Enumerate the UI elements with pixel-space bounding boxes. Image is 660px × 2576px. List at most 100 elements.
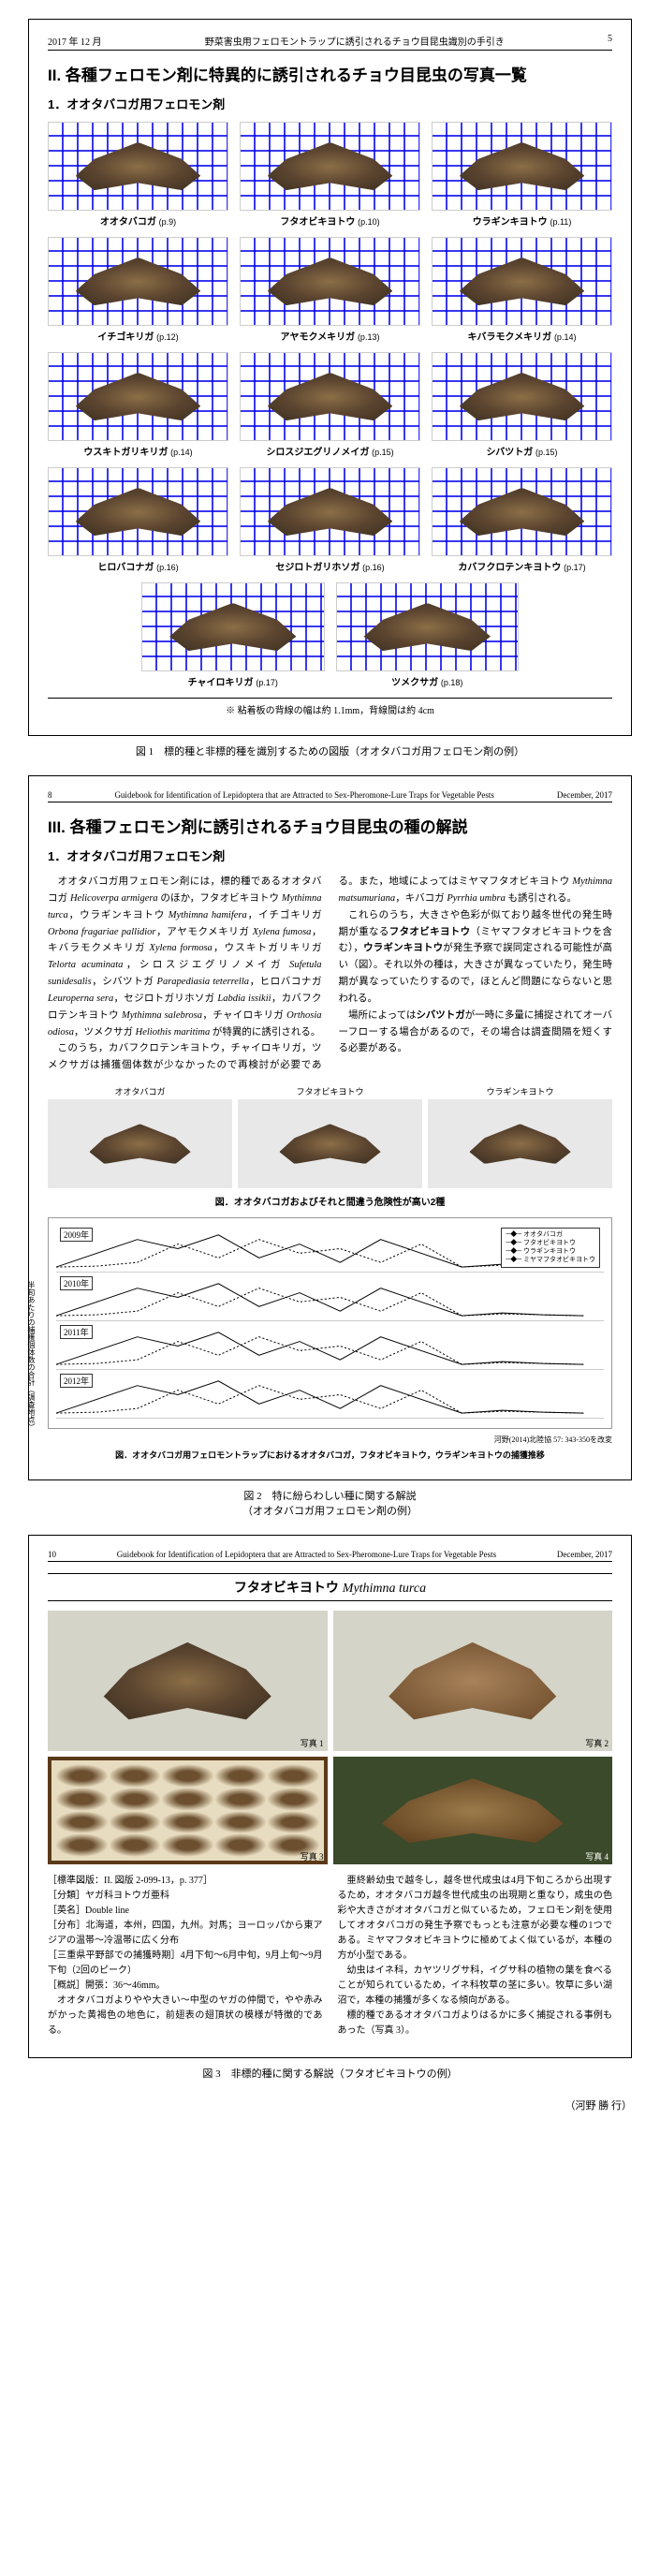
header-date: December, 2017	[557, 790, 612, 800]
line-chart-svg	[56, 1274, 604, 1320]
moth-cell: カバフクロテンキヨトウ (p.17)	[432, 467, 612, 573]
moth-label: ヒロバコナガ (p.16)	[48, 559, 228, 573]
line-chart-svg	[56, 1372, 604, 1418]
moth-image	[240, 352, 420, 441]
moth-label: キバラモクメキリガ (p.14)	[432, 329, 612, 343]
chart-legend: ─◆─ オオタバコガ─◆─ フタオビキヨトウ─◆─ ウラギンキヨトウ─◆─ ミヤ…	[501, 1228, 600, 1267]
page-1-header: 2017 年 12 月 野菜害虫用フェロモントラップに誘引されるチョウ目昆虫識別…	[48, 34, 612, 51]
comparison-label: フタオビキヨトウ	[238, 1085, 422, 1097]
species-meta-line: ［英名］Double line	[48, 1904, 323, 1919]
species-body-paragraph: 幼虫はイネ科，カヤツリグサ科，イグサ科の植物の葉を食べることが知られているため，…	[338, 1964, 613, 2009]
species-name-jp: フタオビキヨトウ	[234, 1580, 339, 1595]
moth-image	[432, 352, 612, 441]
species-meta-line: ［三重県平野部での捕獲時期］4月下旬〜6月中旬，9月上旬〜9月下旬（2回のピーク…	[48, 1949, 323, 1979]
header-title: Guidebook for Identification of Lepidopt…	[114, 790, 493, 800]
section-3-body: オオタバコガ用フェロモン剤には，標的種であるオオタバコガ Helicoverpa…	[48, 874, 612, 1074]
header-date: December, 2017	[557, 1550, 612, 1559]
moth-cell: シバツトガ (p.15)	[432, 352, 612, 458]
body-paragraph: 場所によってはシバツトガが一時に多量に捕捉されてオーバーフローする場合があるので…	[339, 1008, 613, 1058]
species-photo-grid: 写真 1 写真 2 写真 3 写真 4	[48, 1611, 612, 1864]
moth-grid-main: オオタバコガ (p.9) フタオビキヨトウ (p.10) ウラギンキヨトウ (p…	[48, 122, 612, 573]
moth-image	[336, 582, 520, 671]
header-date: 2017 年 12 月	[48, 34, 102, 48]
chart-footer: 河野(2014)北陸協 57: 343-350を改変	[48, 1435, 612, 1445]
comparison-cell: フタオビキヨトウ	[238, 1085, 422, 1188]
moth-cell: チャイロキリガ (p.17)	[141, 582, 325, 688]
photo-label-3: 写真 3	[301, 1850, 324, 1862]
moth-cell: ウスキトガリキリガ (p.14)	[48, 352, 228, 458]
header-pagenum: 10	[48, 1550, 56, 1559]
line-chart-svg	[56, 1323, 604, 1369]
moth-cell: イチゴキリガ (p.12)	[48, 237, 228, 343]
moth-cell: ヒロバコナガ (p.16)	[48, 467, 228, 573]
fig-2-caption-l2: （オオタバコガ用フェロモン剤の例）	[242, 1506, 418, 1517]
fig-1-caption: 図 1 標的種と非標的種を識別するための図版（オオタバコガ用フェロモン剤の例）	[28, 743, 632, 758]
moth-label: カバフクロテンキヨトウ (p.17)	[432, 559, 612, 573]
moth-cell: キバラモクメキリガ (p.14)	[432, 237, 612, 343]
moth-image	[240, 122, 420, 211]
section-3-title: III. 各種フェロモン剤に誘引されるチョウ目昆虫の種の解説	[48, 814, 612, 837]
moth-label: シロスジエグリノメイガ (p.15)	[240, 444, 420, 458]
moth-image	[48, 122, 228, 211]
moth-image	[48, 352, 228, 441]
species-photo-4: 写真 4	[333, 1757, 613, 1864]
page-3-header: 10 Guidebook for Identification of Lepid…	[48, 1550, 612, 1562]
section-2-title: II. 各種フェロモン剤に特異的に誘引されるチョウ目昆虫の写真一覧	[48, 62, 612, 85]
body-paragraph: オオタバコガ用フェロモン剤には，標的種であるオオタバコガ Helicoverpa…	[48, 874, 322, 1040]
comparison-cell: オオタバコガ	[48, 1085, 232, 1188]
moth-label: ウスキトガリキリガ (p.14)	[48, 444, 228, 458]
species-name-sci: Mythimna turca	[343, 1582, 426, 1596]
moth-label: オオタバコガ (p.9)	[48, 213, 228, 228]
species-photo-3: 写真 3	[48, 1757, 328, 1864]
moth-cell: セジロトガリホソガ (p.16)	[240, 467, 420, 573]
comparison-label: オオタバコガ	[48, 1085, 232, 1097]
species-meta-line: ［分布］北海道，本州，四国，九州。対馬；ヨーロッパから東アジアの温帯〜冷温帯に広…	[48, 1919, 323, 1949]
species-meta-line: ［分類］ヤガ科ヨトウガ亜科	[48, 1889, 323, 1904]
year-chart: 2012年	[56, 1372, 604, 1419]
moth-image	[48, 237, 228, 326]
species-body-paragraph: 標的種であるオオタバコガよりはるかに多く捕捉される事例もあった（写真 3）。	[338, 2009, 613, 2039]
moth-image	[432, 237, 612, 326]
section-3-sub: 1．オオタバコガ用フェロモン剤	[48, 846, 612, 864]
species-meta-line: ［標準図版：II. 図版 2-099-13，p. 377］	[48, 1874, 323, 1889]
author: （河野 勝 行）	[28, 2098, 632, 2112]
species-body-paragraph: オオタバコガよりやや大きい〜中型のヤガの仲間で，やや赤みがかった黄褐色の地色に，…	[48, 1994, 323, 2039]
comparison-image	[428, 1099, 612, 1188]
year-label: 2011年	[60, 1325, 93, 1339]
header-pagenum: 5	[608, 34, 612, 48]
year-label: 2009年	[60, 1228, 93, 1242]
page-2: 8 Guidebook for Identification of Lepido…	[28, 775, 632, 1480]
chart-area: 半旬あたりの捕獲個体数の合計（調査地点） 2009年 ─◆─ オオタバコガ─◆─…	[48, 1217, 612, 1429]
species-description: ［標準図版：II. 図版 2-099-13，p. 377］［分類］ヤガ科ヨトウガ…	[48, 1874, 612, 2039]
comparison-image	[238, 1099, 422, 1188]
comparison-caption: 図．オオタバコガおよびそれと間違う危険性が高い2種	[48, 1194, 612, 1208]
moth-label: シバツトガ (p.15)	[432, 444, 612, 458]
grid-note: ※ 粘着板の背線の幅は約 1.1mm，背線間は約 4cm	[48, 698, 612, 716]
header-title: Guidebook for Identification of Lepidopt…	[117, 1550, 496, 1559]
species-meta-line: ［概説］開張：36〜46mm。	[48, 1979, 323, 1994]
moth-image	[48, 467, 228, 556]
moth-cell: ツメクサガ (p.18)	[336, 582, 520, 688]
fig-3-caption: 図 3 非標的種に関する解説（フタオビキヨトウの例）	[28, 2066, 632, 2081]
year-chart: 2010年	[56, 1274, 604, 1321]
fig-2-caption: 図 2 特に紛らわしい種に関する解説 （オオタバコガ用フェロモン剤の例）	[28, 1488, 632, 1518]
year-label: 2012年	[60, 1374, 93, 1388]
moth-label: アヤモクメキリガ (p.13)	[240, 329, 420, 343]
comparison-row: オオタバコガ フタオビキヨトウ ウラギンキヨトウ	[48, 1085, 612, 1188]
body-paragraph: これらのうち，大きさや色彩が似ており越冬世代の発生時期が重なるフタオビキヨトウ（…	[339, 907, 613, 1008]
year-label: 2010年	[60, 1276, 93, 1290]
comparison-image	[48, 1099, 232, 1188]
section-2-sub: 1．オオタバコガ用フェロモン剤	[48, 95, 612, 112]
comparison-cell: ウラギンキヨトウ	[428, 1085, 612, 1188]
moth-image	[432, 122, 612, 211]
photo-label-2: 写真 2	[585, 1737, 609, 1749]
moth-cell: アヤモクメキリガ (p.13)	[240, 237, 420, 343]
chart-caption: 図．オオタバコガ用フェロモントラップにおけるオオタバコガ，フタオビキヨトウ，ウラ…	[48, 1449, 612, 1461]
photo-label-4: 写真 4	[585, 1850, 609, 1862]
year-chart: 2011年	[56, 1323, 604, 1370]
header-pagenum: 8	[48, 790, 52, 800]
y-axis-label: 半旬あたりの捕獲個体数の合計（調査地点）	[26, 1281, 37, 1428]
moth-label: ウラギンキヨトウ (p.11)	[432, 213, 612, 228]
page-3: 10 Guidebook for Identification of Lepid…	[28, 1535, 632, 2058]
moth-image	[240, 237, 420, 326]
